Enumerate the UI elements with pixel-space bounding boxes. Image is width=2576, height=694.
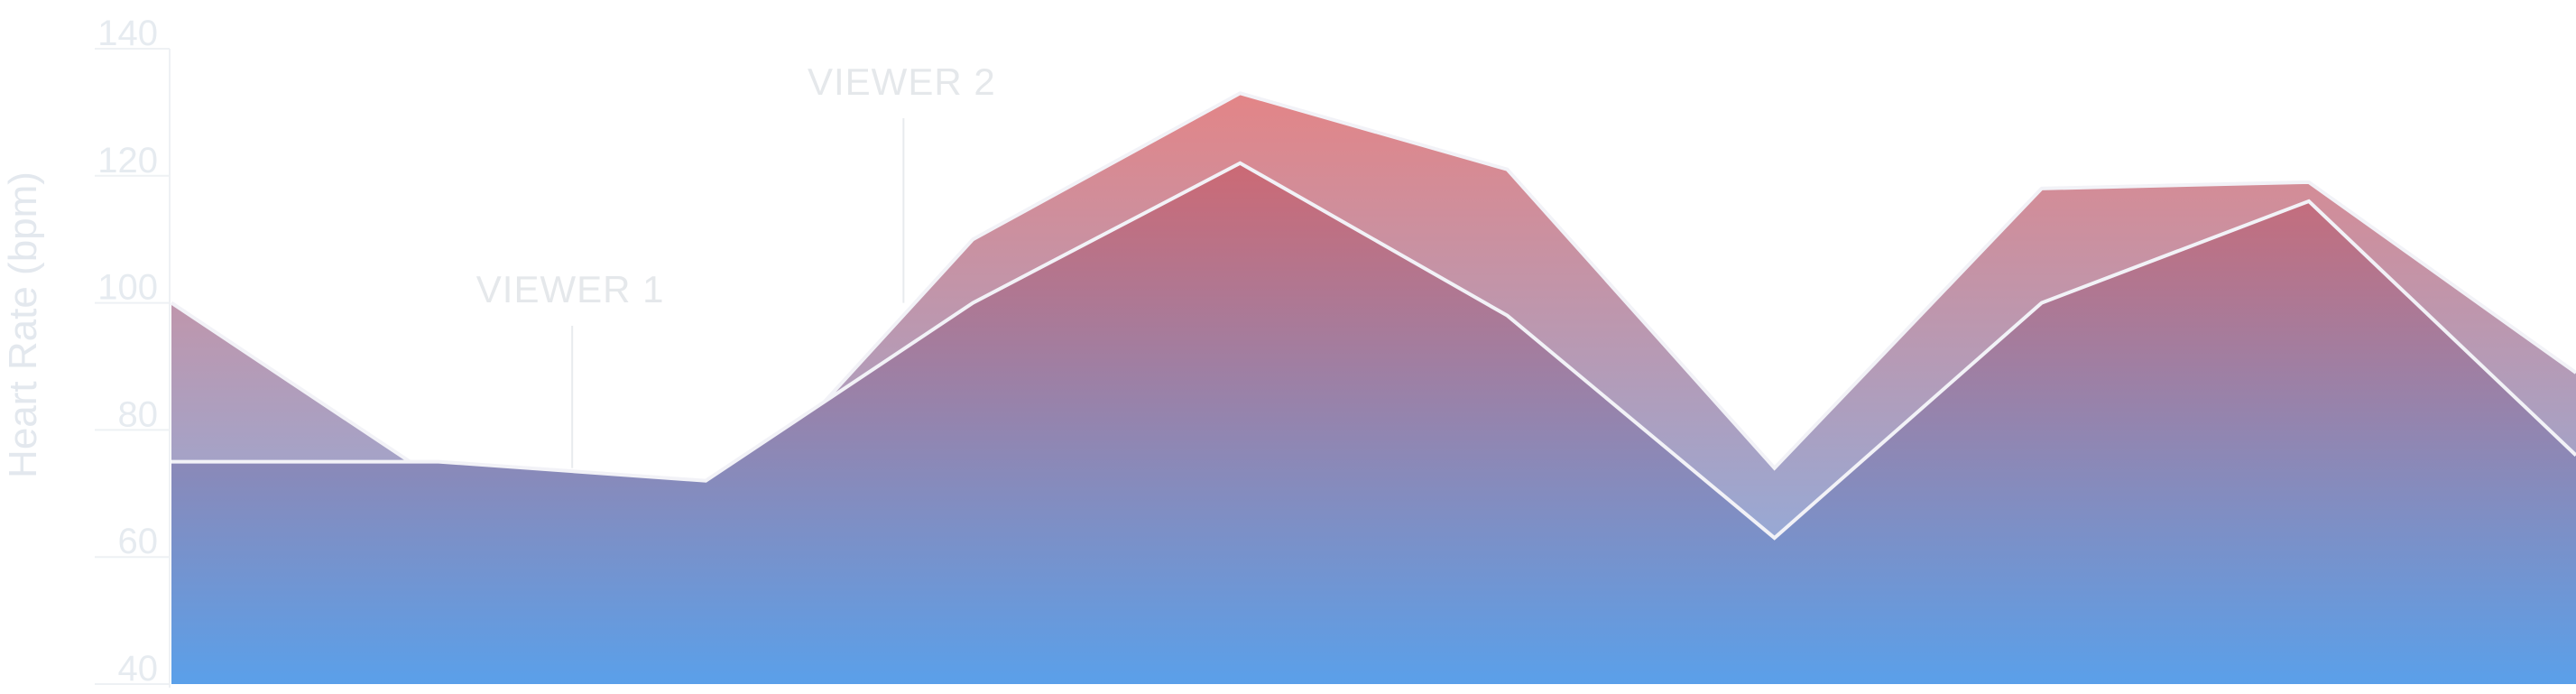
- y-tick-label: 40: [118, 649, 159, 689]
- y-tick-label: 80: [118, 394, 159, 434]
- y-tick-label: 120: [97, 141, 158, 180]
- y-tick-label: 140: [97, 14, 158, 53]
- y-axis-label: Heart Rate (bpm): [1, 171, 45, 478]
- y-axis: 40 60 80 100 120 140: [95, 14, 170, 689]
- series-areas: [171, 93, 2576, 684]
- viewer-label: VIEWER 2: [808, 60, 996, 103]
- viewer-label: VIEWER 1: [476, 268, 665, 310]
- y-tick-label: 100: [97, 268, 158, 308]
- y-tick-label: 60: [118, 522, 159, 561]
